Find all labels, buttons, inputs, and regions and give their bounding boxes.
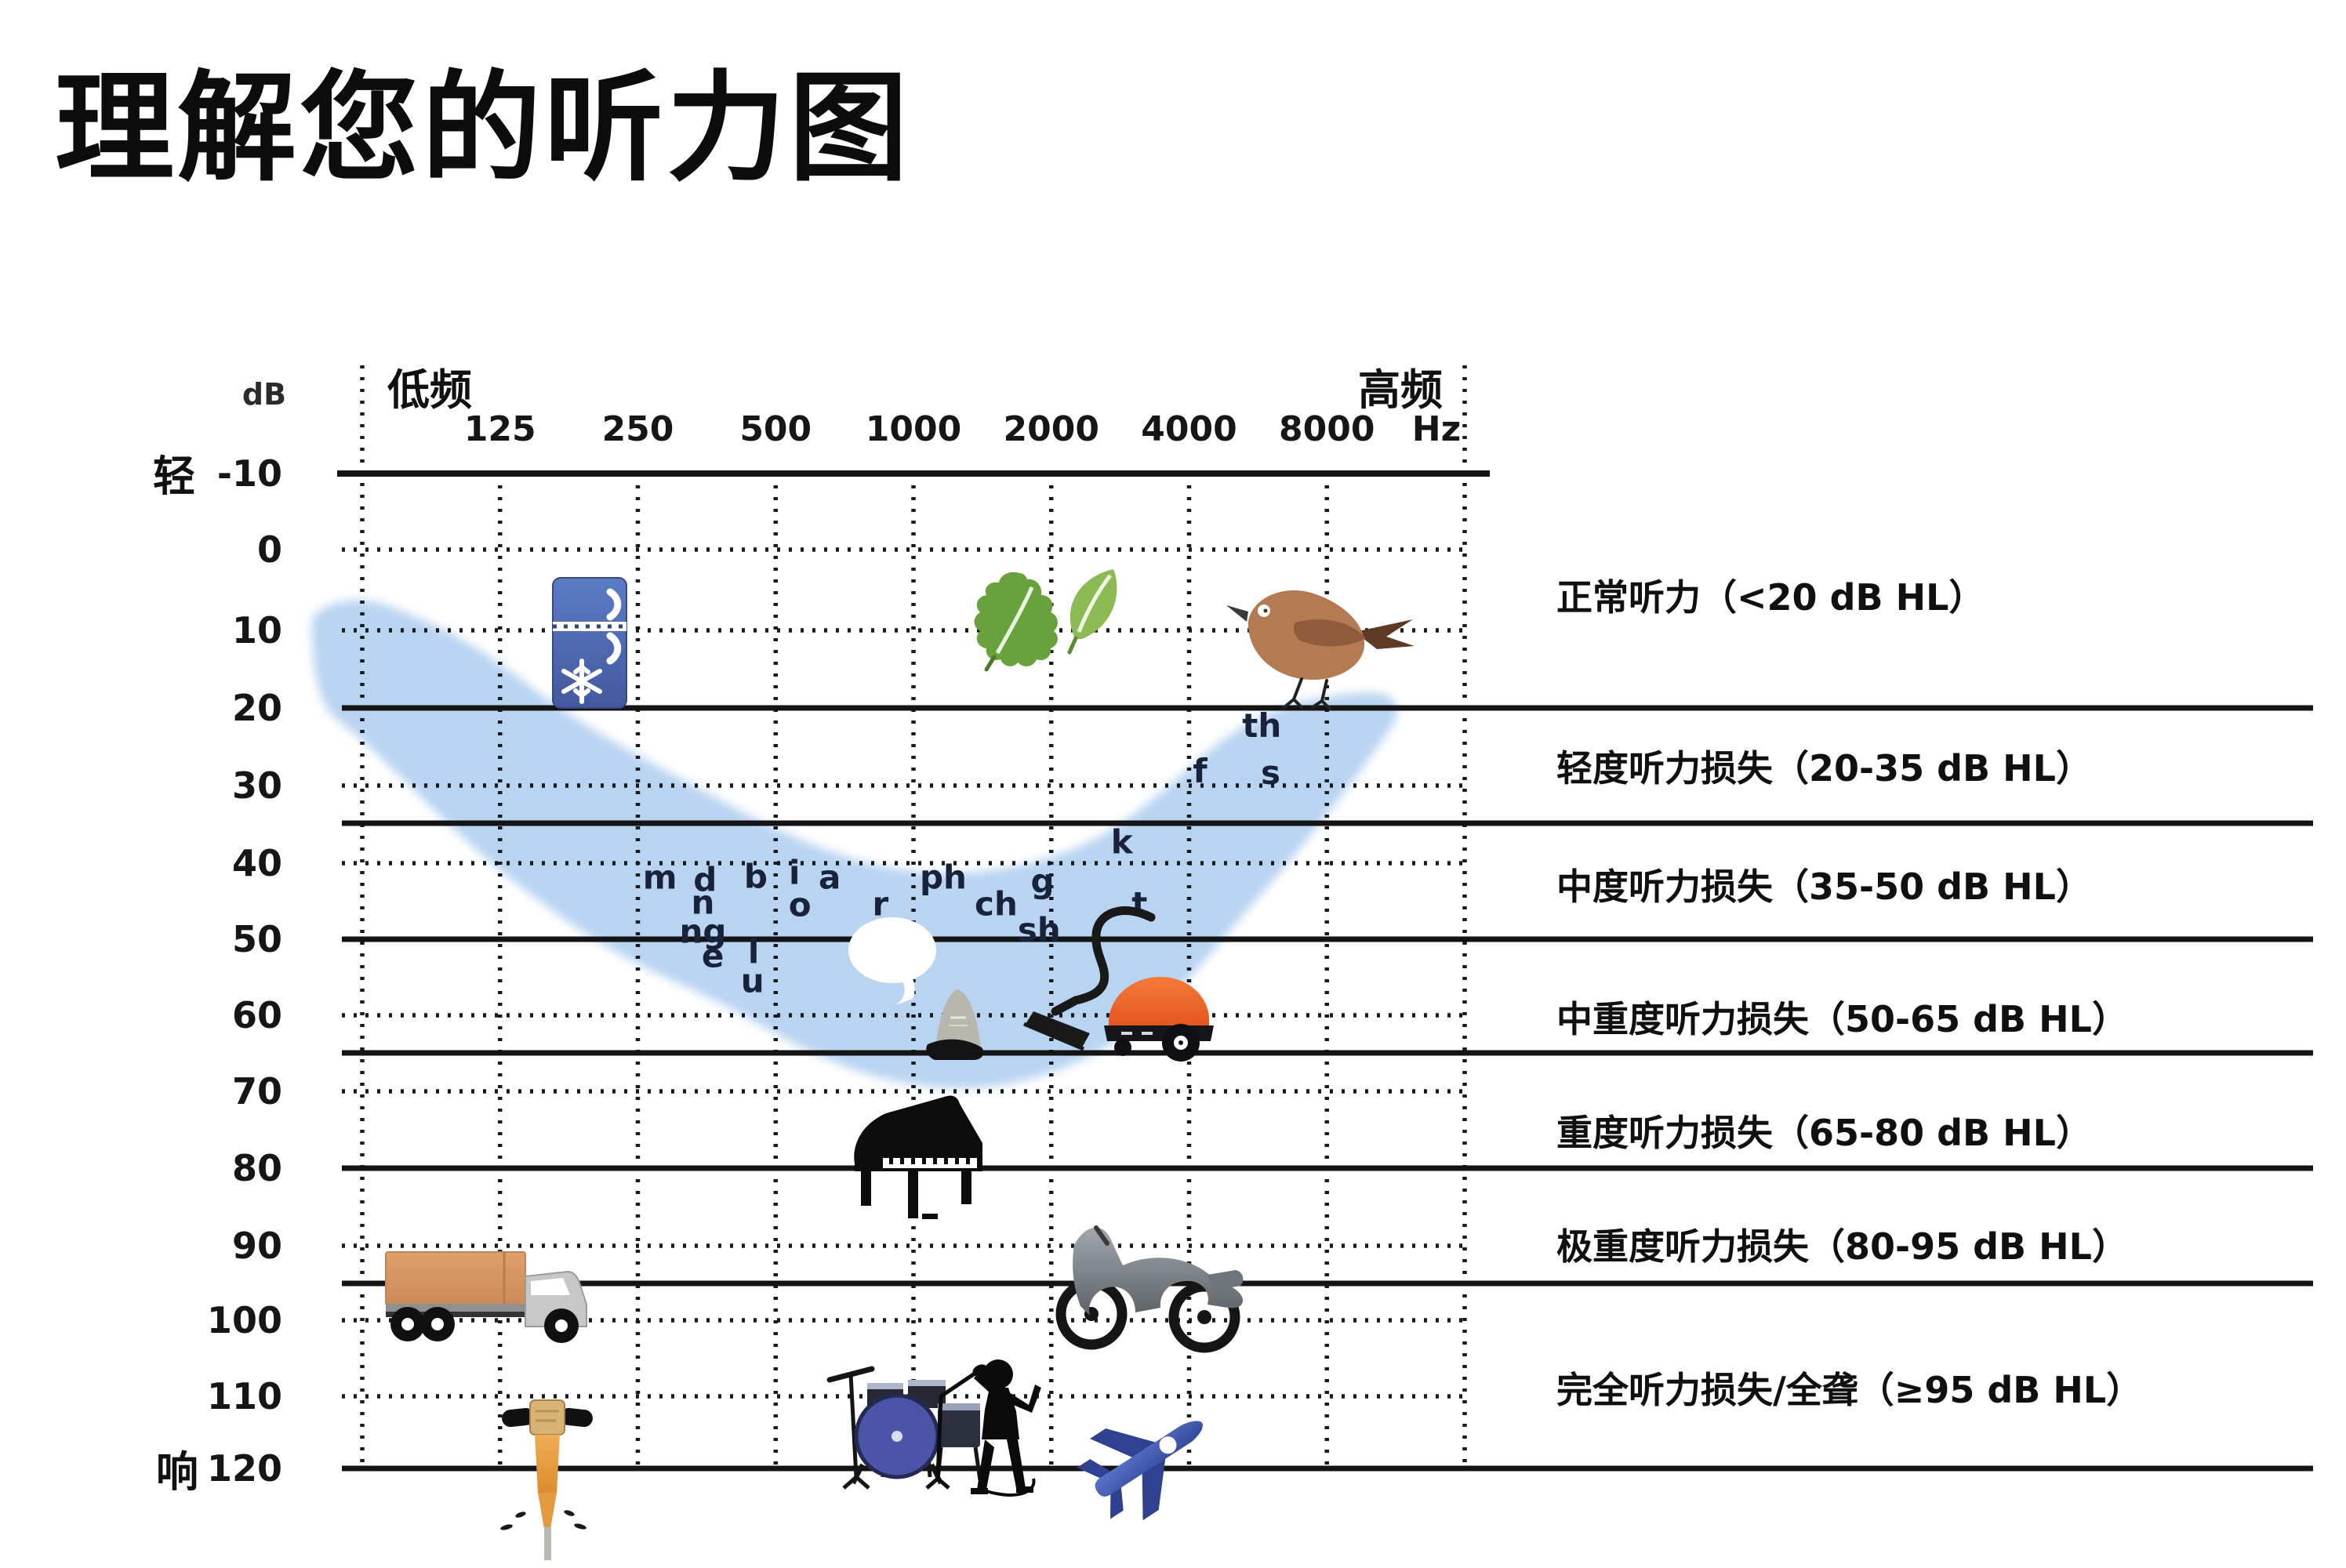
db-tick-label: 40 [232,842,282,884]
phoneme-l: l [748,933,759,971]
hearing-loss-categories: 正常听力（<20 dB HL） 轻度听力损失（20-35 dB HL） 中度听力损失… [1556,576,2142,1411]
phoneme-b: b [744,857,768,895]
y-axis-loud-label: 响 [156,1447,198,1497]
truck-icon [385,1251,587,1343]
freq-tick-label: 4000 [1141,409,1237,449]
freq-tick-label: 8000 [1279,409,1375,449]
speech-banana [311,600,1397,1089]
db-tick-label: 60 [232,994,282,1036]
freq-tick-label: 250 [602,409,674,449]
phoneme-e: e [702,936,724,975]
freq-tick-label: 125 [464,409,536,449]
phoneme-i: i [789,854,800,892]
grand-piano-icon [854,1095,982,1219]
db-tick-label: 10 [232,609,282,652]
db-tick-label: 100 [207,1299,282,1341]
db-tick-label: 20 [232,687,282,729]
freq-tick-label: 2000 [1004,409,1099,449]
speech-bubble [848,917,936,1005]
phoneme-n: n [692,883,715,921]
phoneme-m: m [643,858,677,896]
x-axis-unit-label: Hz [1412,409,1461,449]
category-label-1: 轻度听力损失（20-35 dB HL） [1556,747,2092,789]
y-axis-soft-label: 轻 [153,452,195,501]
high-frequency-label: 高频 [1358,365,1443,415]
singer-icon [925,1359,1041,1497]
phoneme-a: a [819,858,841,896]
phoneme-ch: ch [975,884,1018,923]
phoneme-ng: ng [679,912,726,950]
db-tick-label: -10 [217,452,282,495]
leaves-icon [974,569,1117,672]
phoneme-sh: sh [1018,910,1061,949]
phoneme-o: o [789,885,812,924]
freq-tick-label: 1000 [866,409,961,449]
category-label-3: 中重度听力损失（50-65 dB HL） [1556,998,2128,1040]
db-tick-label: 50 [232,918,282,960]
category-label-2: 中度听力损失（35-50 dB HL） [1556,866,2092,908]
phoneme-th: th [1242,706,1281,745]
y-axis-unit-label: dB [242,377,286,412]
phoneme-g: g [1030,862,1054,900]
db-tick-label: 30 [232,764,282,807]
db-tick-label: 110 [207,1375,282,1417]
category-label-4: 重度听力损失（65-80 dB HL） [1556,1112,2092,1154]
page-title: 理解您的听力图 [55,59,911,198]
snowflake-icon [561,659,602,704]
db-tick-label: 70 [232,1070,282,1112]
phoneme-d: d [693,860,717,898]
low-frequency-label: 低频 [387,365,472,415]
vacuum-cleaner-icon [1023,906,1214,1062]
category-label-6: 完全听力损失/全聋（≥95 dB HL） [1556,1369,2142,1411]
airplane-icon [1077,1421,1203,1521]
motorcycle-icon [1055,1225,1244,1353]
phoneme-k: k [1111,822,1134,861]
db-tick-label: 80 [232,1147,282,1189]
refrigerator-icon [552,577,627,709]
phoneme-u: u [741,961,764,1000]
axis-tick-labels: -10 0 10 20 30 40 50 60 70 80 90 100 110 120 125 250 500… [207,409,1375,1490]
phoneme-ph: ph [920,858,967,896]
db-tick-label: 0 [257,528,282,571]
small-appliance-icon [926,989,984,1060]
phoneme-f: f [1193,752,1208,790]
phoneme-s: s [1261,753,1280,792]
db-tick-label: 120 [207,1447,282,1490]
bird-icon [1226,590,1414,710]
db-tick-label: 90 [232,1225,282,1267]
freq-tick-label: 500 [739,409,812,449]
category-label-5: 极重度听力损失（80-95 dB HL） [1556,1225,2128,1268]
category-label-0: 正常听力（<20 dB HL） [1556,576,1985,619]
jackhammer-icon [500,1399,593,1560]
phoneme-r: r [872,884,888,923]
